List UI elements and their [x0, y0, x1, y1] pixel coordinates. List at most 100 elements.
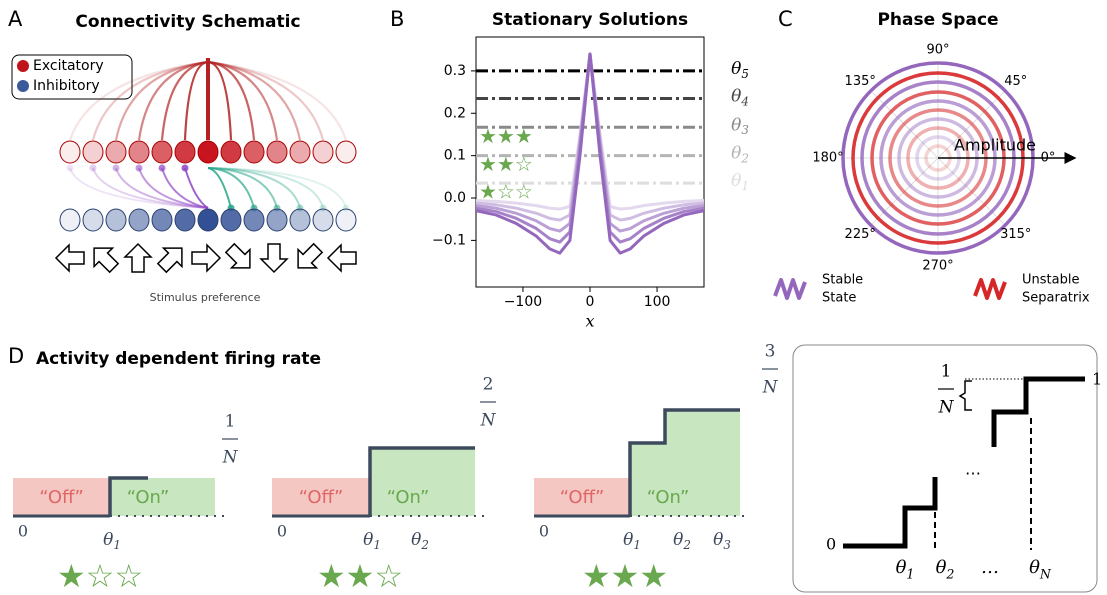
synapse — [136, 165, 143, 172]
symbol: θ — [731, 171, 741, 191]
legend-label: State — [822, 291, 856, 306]
on-label: “On” — [127, 487, 170, 508]
off-label: “Off” — [299, 487, 344, 508]
symbol: θ — [623, 530, 633, 550]
denominator: N — [938, 398, 955, 418]
subscript: 3 — [741, 123, 749, 137]
excitatory-neuron — [290, 141, 310, 163]
direction-arrow — [125, 244, 151, 272]
math-label: θ2 — [411, 530, 429, 552]
panel-title: Activity dependent firing rate — [36, 349, 321, 369]
top-label: 1 — [1092, 370, 1102, 389]
inhibitory-neuron — [152, 209, 172, 231]
excitatory-neuron — [221, 141, 241, 163]
symbol: θ — [731, 58, 741, 78]
axis-label: Amplitude — [954, 136, 1036, 155]
inhibitory-neuron — [221, 209, 241, 231]
inhibitory-neuron — [313, 209, 333, 231]
excitatory-neuron — [106, 141, 126, 163]
excitatory-neuron — [313, 141, 333, 163]
symbol: … — [981, 557, 999, 578]
zero-label: 0 — [539, 522, 549, 541]
legend-label: Unstable — [1022, 273, 1079, 288]
connection — [208, 62, 231, 140]
inhibitory-neuron — [336, 209, 356, 231]
symbol: θ — [673, 530, 683, 550]
ellipsis: … — [965, 460, 981, 479]
excitatory-neuron — [244, 141, 264, 163]
legend-dot — [17, 60, 29, 72]
synapse — [113, 165, 120, 172]
legend-squiggle — [975, 280, 1005, 298]
angle-label: 180° — [812, 151, 843, 166]
angle-label: 45° — [1004, 74, 1027, 89]
synapse — [90, 165, 97, 172]
excitatory-neuron — [83, 141, 103, 163]
rating: ★★☆ — [479, 152, 533, 176]
excitatory-neuron — [152, 141, 172, 163]
legend-squiggle — [775, 280, 805, 298]
angle-label: 90° — [926, 43, 949, 58]
subscript: N — [1039, 566, 1052, 581]
inhibitory-neuron — [267, 209, 287, 231]
rating: ★★☆ — [317, 557, 403, 595]
inhibitory-neuron — [290, 209, 310, 231]
y-tick-label: 0.0 — [444, 190, 466, 206]
math-label: θ1 — [363, 530, 381, 552]
rating: ★☆☆ — [57, 557, 143, 595]
panel-title: Phase Space — [877, 10, 998, 30]
angle-label: 135° — [845, 74, 876, 89]
on-label: “On” — [387, 487, 430, 508]
panel-letter: A — [8, 7, 23, 31]
connection — [185, 62, 208, 140]
subscript: 1 — [113, 538, 121, 552]
inhibitory-neuron — [175, 209, 195, 231]
symbol: θ — [936, 557, 947, 578]
series-line — [476, 54, 704, 242]
legend-dot — [17, 80, 29, 92]
legend-label: Stable — [822, 273, 863, 288]
excitatory-neuron — [198, 141, 218, 163]
direction-arrow — [192, 245, 220, 271]
off-label: “Off” — [39, 487, 84, 508]
inhibitory-neuron — [83, 209, 103, 231]
panel-letter: B — [390, 7, 404, 31]
angle-label: 225° — [845, 227, 876, 242]
connection — [208, 62, 346, 140]
angle-label: 270° — [922, 259, 953, 274]
symbol: θ — [363, 530, 373, 550]
direction-arrow — [289, 239, 327, 277]
on-label: “On” — [647, 487, 690, 508]
direction-arrow — [153, 239, 191, 277]
math-label: θ3 — [731, 115, 749, 137]
excitatory-neuron — [336, 141, 356, 163]
synapse — [159, 165, 166, 172]
subscript: 5 — [741, 67, 749, 81]
rating: ★★★ — [582, 557, 668, 595]
inhibitory-neuron — [106, 209, 126, 231]
legend-label: Separatrix — [1022, 291, 1090, 306]
rating: ★☆☆ — [479, 180, 533, 204]
caption: Stimulus preference — [150, 291, 261, 304]
summary-box — [793, 345, 1097, 592]
subscript: 2 — [682, 538, 691, 552]
y-tick-label: 0.1 — [444, 148, 466, 164]
inhibitory-link — [208, 168, 231, 208]
inhibitory-neuron — [244, 209, 264, 231]
subscript: 1 — [633, 538, 641, 552]
inhibitory-neuron — [198, 209, 218, 231]
denominator: N — [222, 448, 239, 468]
subscript: 4 — [740, 94, 749, 108]
excitatory-neuron — [175, 141, 195, 163]
direction-arrow — [261, 244, 287, 272]
numerator: 3 — [765, 342, 776, 362]
y-tick-label: −0.1 — [432, 232, 466, 248]
y-tick-label: 0.2 — [444, 105, 466, 121]
math-label: θ1 — [103, 530, 121, 552]
excitatory-neuron — [267, 141, 287, 163]
subscript: 2 — [945, 566, 954, 581]
x-tick-label: 100 — [644, 294, 671, 310]
symbol: θ — [896, 557, 907, 578]
connection — [208, 62, 300, 140]
symbol: θ — [103, 530, 113, 550]
